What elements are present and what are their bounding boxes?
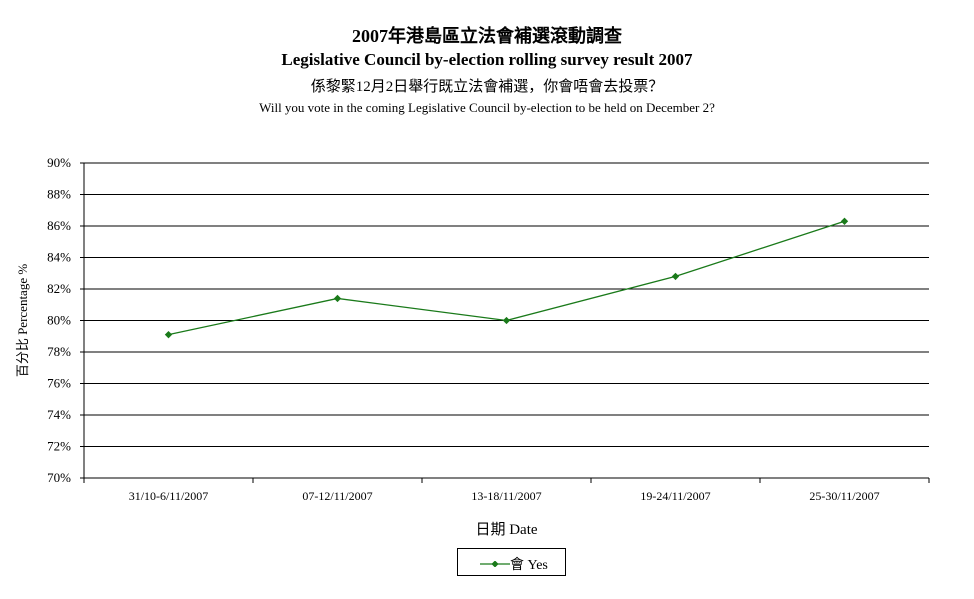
data-point-0-3 (671, 272, 680, 281)
y-tick-label-2: 74% (47, 407, 71, 422)
y-tick-label-1: 72% (47, 439, 71, 454)
x-tick-label-1: 07-12/11/2007 (302, 489, 372, 503)
data-point-0-1 (333, 294, 342, 303)
legend: 會 Yes (457, 548, 566, 576)
x-tick-label-4: 25-30/11/2007 (809, 489, 879, 503)
question-english: Will you vote in the coming Legislative … (259, 100, 715, 115)
y-tick-label-8: 86% (47, 218, 71, 233)
y-tick-label-3: 76% (47, 376, 71, 391)
x-axis-title: 日期 Date (475, 521, 537, 538)
y-axis-title: 百分比 Percentage % (15, 264, 30, 378)
legend-line-marker-icon (480, 561, 510, 567)
chart-subtitle: Legislative Council by-election rolling … (281, 50, 693, 69)
x-tick-label-0: 31/10-6/11/2007 (129, 489, 209, 503)
y-tick-label-10: 90% (47, 155, 71, 170)
chart-title: 2007年港島區立法會補選滾動調查 (352, 26, 622, 46)
question-chinese: 係黎緊12月2日舉行既立法會補選，你會唔會去投票？ (310, 79, 664, 95)
x-tick-label-2: 13-18/11/2007 (471, 489, 541, 503)
x-tick-label-3: 19-24/11/2007 (640, 489, 710, 503)
data-point-0-2 (502, 316, 511, 325)
y-tick-label-5: 80% (47, 313, 71, 328)
data-point-0-4 (840, 217, 849, 225)
y-tick-label-0: 70% (47, 470, 71, 485)
legend-label-yes: 會 Yes (510, 558, 548, 573)
y-tick-label-6: 82% (47, 281, 71, 296)
y-tick-label-7: 84% (47, 250, 71, 265)
y-tick-label-4: 78% (47, 344, 71, 359)
data-point-0-0 (164, 330, 173, 339)
y-tick-label-9: 88% (47, 187, 71, 202)
